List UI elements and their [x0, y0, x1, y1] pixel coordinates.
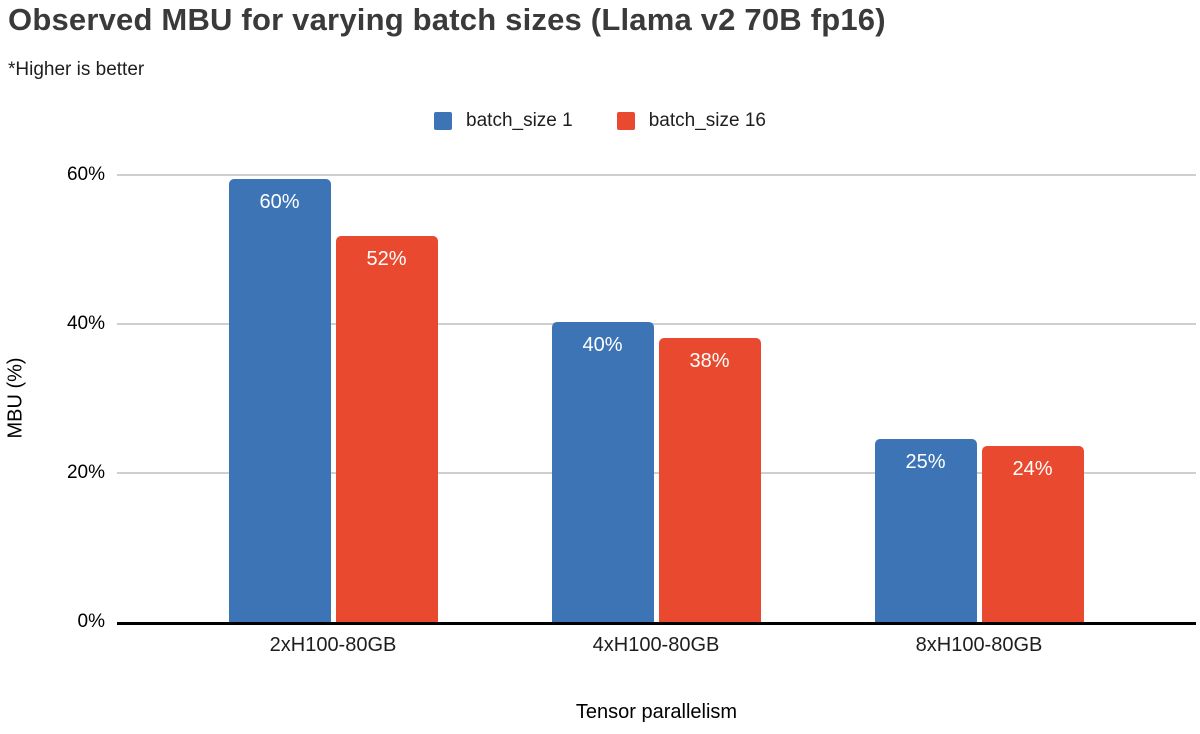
- bar-value-label: 24%: [1012, 458, 1053, 480]
- bar-group-2xH100-80GB: 60% 52%: [228, 179, 438, 622]
- gridline-20: [117, 472, 1196, 474]
- bar-group-8xH100-80GB: 25% 24%: [874, 439, 1084, 622]
- bar-batch_size-1-4xH100-80GB: 40%: [551, 322, 654, 622]
- bar-value-label: 52%: [366, 248, 407, 270]
- x-category-label-4xH100-80GB: 4xH100-80GB: [592, 634, 720, 656]
- bar-value-label: 40%: [582, 334, 623, 356]
- x-category-label-2xH100-80GB: 2xH100-80GB: [269, 634, 397, 656]
- y-axis-title: MBU (%): [4, 357, 27, 439]
- bar-batch_size-16-8xH100-80GB: 24%: [981, 446, 1084, 622]
- bar-group-4xH100-80GB: 40% 38%: [551, 322, 761, 622]
- gridline-60: [117, 174, 1196, 176]
- y-tick-label-20: 20%: [66, 462, 105, 483]
- bar-batch_size-1-8xH100-80GB: 25%: [874, 439, 977, 622]
- x-category-label-8xH100-80GB: 8xH100-80GB: [915, 634, 1043, 656]
- bar-value-label: 38%: [689, 350, 730, 372]
- legend-label-batch-size-16: batch_size 16: [648, 110, 766, 131]
- bar-batch_size-1-2xH100-80GB: 60%: [228, 179, 331, 622]
- bar-value-label: 60%: [259, 191, 300, 213]
- chart-subtitle: *Higher is better: [8, 59, 145, 80]
- bar-value-label: 25%: [905, 451, 946, 473]
- gridline-40: [117, 323, 1196, 325]
- y-tick-label-60: 60%: [66, 164, 105, 185]
- legend-label-batch-size-1: batch_size 1: [466, 110, 573, 131]
- legend-swatch-blue: [434, 112, 453, 130]
- legend: batch_size 1 batch_size 16: [0, 110, 1200, 132]
- legend-item-batch-size-1: batch_size 1: [434, 110, 573, 132]
- plot-area: 60% 52% 40% 38% 25% 24%: [117, 174, 1196, 625]
- y-tick-label-0: 0%: [77, 611, 105, 632]
- bar-batch_size-16-2xH100-80GB: 52%: [335, 236, 438, 622]
- x-axis-title: Tensor parallelism: [575, 701, 738, 723]
- chart-title: Observed MBU for varying batch sizes (Ll…: [8, 2, 886, 37]
- bar-batch_size-16-4xH100-80GB: 38%: [658, 338, 761, 622]
- y-tick-label-40: 40%: [66, 313, 105, 334]
- legend-item-batch-size-16: batch_size 16: [616, 110, 766, 132]
- legend-swatch-red: [616, 112, 635, 130]
